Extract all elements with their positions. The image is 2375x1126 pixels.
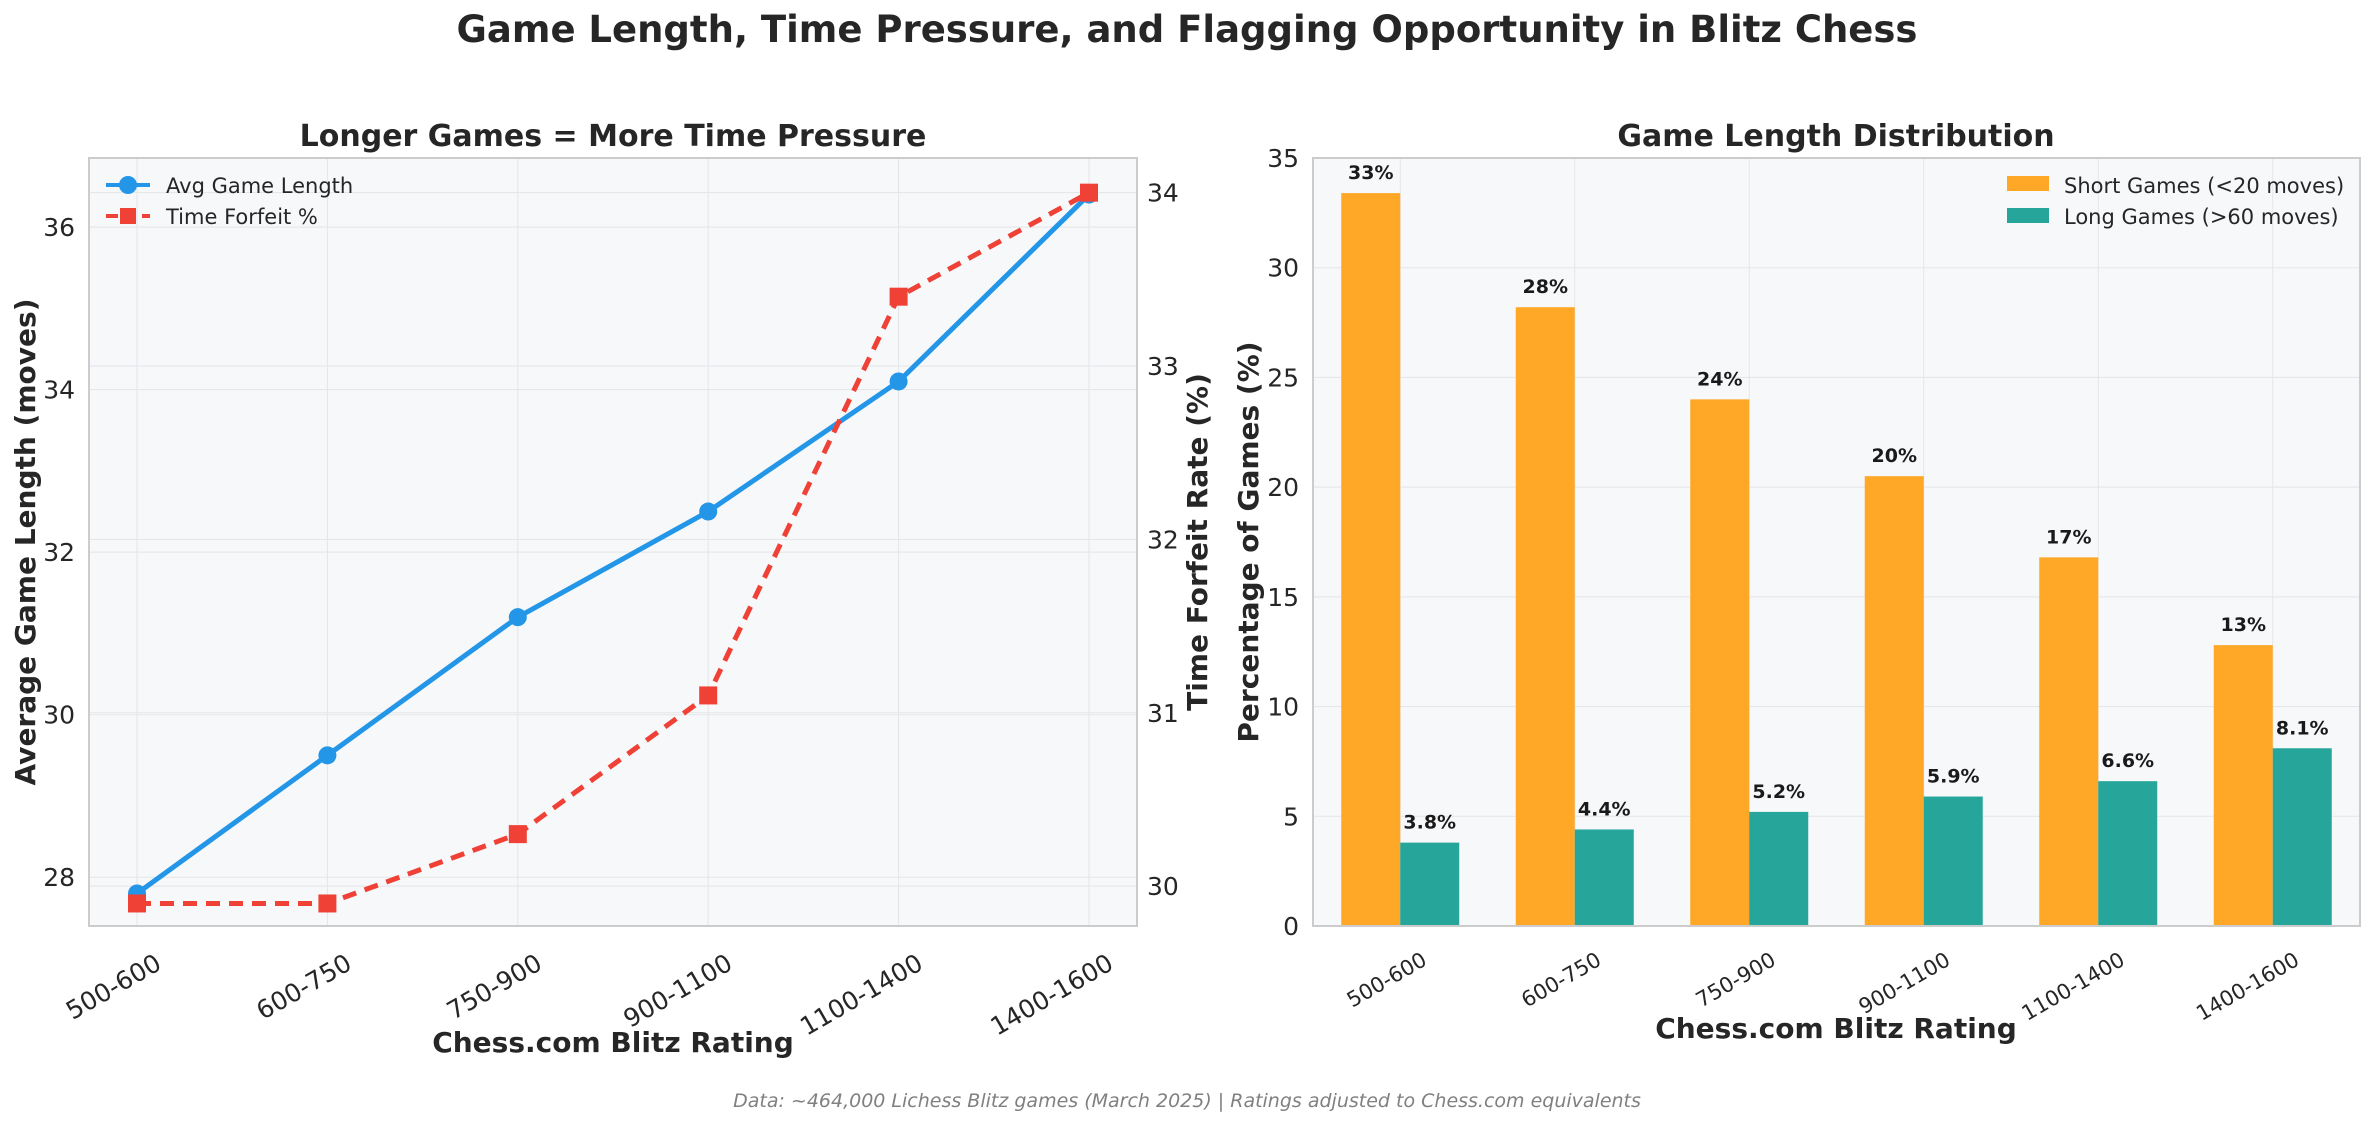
data-point-time-forfeit xyxy=(508,825,527,844)
bar-value-label: 6.6% xyxy=(2101,750,2154,772)
data-point-avg-game-length xyxy=(508,608,527,627)
bar-short-games-20-moves xyxy=(1864,476,1924,926)
line-chart-grid xyxy=(89,158,1137,926)
right-y-tick-label: 31 xyxy=(1147,699,1179,728)
line-chart-title: Longer Games = More Time Pressure xyxy=(300,119,927,154)
line-chart-x-axis-label: Chess.com Blitz Rating xyxy=(432,1026,794,1059)
x-tick-label: 1100-1400 xyxy=(2018,948,2129,1026)
right-y-tick-label: 34 xyxy=(1147,179,1179,208)
bar-value-label: 17% xyxy=(2046,526,2091,548)
bar-value-label: 5.2% xyxy=(1752,781,1805,803)
bar-value-label: 3.8% xyxy=(1403,812,1456,834)
bar-short-games-20-moves xyxy=(1341,193,1401,926)
data-point-time-forfeit xyxy=(1080,183,1098,202)
bar-chart-panel: 33% 28% 24% 20% 17% 13% 3.8% 4.4% 5.2% 5.9% 6.6% 8.… xyxy=(1232,119,2361,1045)
left-y-tick-label: 30 xyxy=(43,701,75,730)
bar-short-games-20-moves xyxy=(1690,399,1750,926)
y-tick-label: 5 xyxy=(1283,802,1299,831)
bar-value-label: 20% xyxy=(1872,445,1917,467)
line-chart-left-y-axis-label: Average Game Length (moves) xyxy=(9,299,42,786)
series-line-time-forfeit xyxy=(137,190,1091,906)
bar-chart-y-axis-label: Percentage of Games (%) xyxy=(1232,341,1265,742)
y-tick-label: 20 xyxy=(1267,473,1299,502)
x-tick-label: 500-600 xyxy=(61,948,166,1025)
bar-value-label: 33% xyxy=(1348,162,1393,184)
bar-long-games-60-moves xyxy=(1400,842,1460,926)
line-chart-plot-area xyxy=(89,158,1137,926)
series-line-avg-game-length xyxy=(134,192,1092,896)
y-tick-label: 30 xyxy=(1267,254,1299,283)
bar-chart-frame xyxy=(1312,157,2361,927)
bar-chart-title: Game Length Distribution xyxy=(1617,119,2054,154)
bar-short-games-20-moves xyxy=(1515,307,1575,926)
x-tick-label: 600-750 xyxy=(1517,948,1605,1013)
data-source-caption: Data: ~464,000 Lichess Blitz games (Marc… xyxy=(733,1090,1641,1112)
y-tick-label: 0 xyxy=(1283,912,1299,941)
left-y-tick-label: 32 xyxy=(43,538,75,567)
legend-marker-time-forfeit xyxy=(120,208,136,224)
y-tick-label: 35 xyxy=(1267,144,1299,173)
bar-long-games-60-moves xyxy=(2272,748,2332,926)
legend-label-avg-game-length: Avg Game Length xyxy=(166,174,353,198)
data-point-time-forfeit xyxy=(318,894,337,913)
bar-value-label: 24% xyxy=(1697,368,1742,390)
line-chart-right-y-axis-label: Time Forfeit Rate (%) xyxy=(1181,373,1214,711)
left-y-tick-label: 28 xyxy=(43,863,75,892)
bar-value-label: 5.9% xyxy=(1927,766,1980,788)
bar-chart-bars: 33% 28% 24% 20% 17% 13% 3.8% 4.4% 5.2% 5.9% 6.6% 8.… xyxy=(1341,162,2332,926)
right-y-tick-label: 33 xyxy=(1147,352,1179,381)
bar-long-games-60-moves xyxy=(1749,811,1809,926)
line-chart-series xyxy=(128,183,1098,913)
legend-label-short-games: Short Games (<20 moves) xyxy=(2064,174,2344,198)
bar-long-games-60-moves xyxy=(1923,796,1983,926)
data-point-avg-game-length xyxy=(318,746,337,765)
data-point-avg-game-length xyxy=(699,502,718,521)
y-tick-label: 25 xyxy=(1267,363,1299,392)
bar-chart-x-axis-label: Chess.com Blitz Rating xyxy=(1655,1012,2017,1045)
bar-short-games-20-moves xyxy=(2039,557,2099,926)
line-chart-legend: Avg Game Length Time Forfeit % xyxy=(106,174,353,229)
figure-title: Game Length, Time Pressure, and Flagging… xyxy=(457,8,1918,51)
x-tick-label: 900-1100 xyxy=(1855,948,1955,1019)
right-y-tick-label: 30 xyxy=(1147,872,1179,901)
legend-label-time-forfeit: Time Forfeit % xyxy=(165,205,318,229)
line-chart-panel: 500-600 600-750 750-900 900-1100 1100-1400 14… xyxy=(9,119,1214,1059)
x-tick-label: 600-750 xyxy=(251,948,356,1025)
x-tick-label: 1400-1600 xyxy=(985,948,1118,1041)
bar-long-games-60-moves xyxy=(1574,829,1634,926)
data-point-time-forfeit xyxy=(699,686,718,705)
bar-value-label: 28% xyxy=(1523,276,1568,298)
y-tick-label: 15 xyxy=(1267,583,1299,612)
bar-value-label: 8.1% xyxy=(2276,717,2329,739)
legend-marker-avg-game-length xyxy=(119,176,137,194)
bar-short-games-20-moves xyxy=(2213,645,2273,926)
y-tick-label: 10 xyxy=(1267,693,1299,722)
bar-value-label: 13% xyxy=(2221,614,2266,636)
x-tick-label: 1400-1600 xyxy=(2192,948,2303,1026)
legend-swatch-short-games xyxy=(2007,176,2049,191)
x-tick-label: 500-600 xyxy=(1343,948,1431,1013)
data-point-time-forfeit xyxy=(889,287,908,306)
legend-label-long-games: Long Games (>60 moves) xyxy=(2064,205,2339,229)
left-y-tick-label: 34 xyxy=(43,376,75,405)
x-tick-label: 900-1100 xyxy=(618,948,737,1033)
bar-chart-plot-area xyxy=(1313,158,2360,926)
legend-swatch-long-games xyxy=(2007,208,2049,223)
data-point-time-forfeit xyxy=(128,894,146,913)
x-tick-label: 750-900 xyxy=(442,948,547,1025)
right-y-tick-label: 32 xyxy=(1147,525,1179,554)
bar-value-label: 4.4% xyxy=(1578,798,1631,820)
line-chart-frame xyxy=(88,157,1138,927)
x-tick-label: 1100-1400 xyxy=(795,948,928,1041)
data-point-avg-game-length xyxy=(889,372,908,391)
bar-long-games-60-moves xyxy=(2098,781,2158,926)
x-tick-label: 750-900 xyxy=(1692,948,1780,1013)
bar-chart-legend: Short Games (<20 moves) Long Games (>60 … xyxy=(2007,174,2344,229)
left-y-tick-label: 36 xyxy=(43,213,75,242)
